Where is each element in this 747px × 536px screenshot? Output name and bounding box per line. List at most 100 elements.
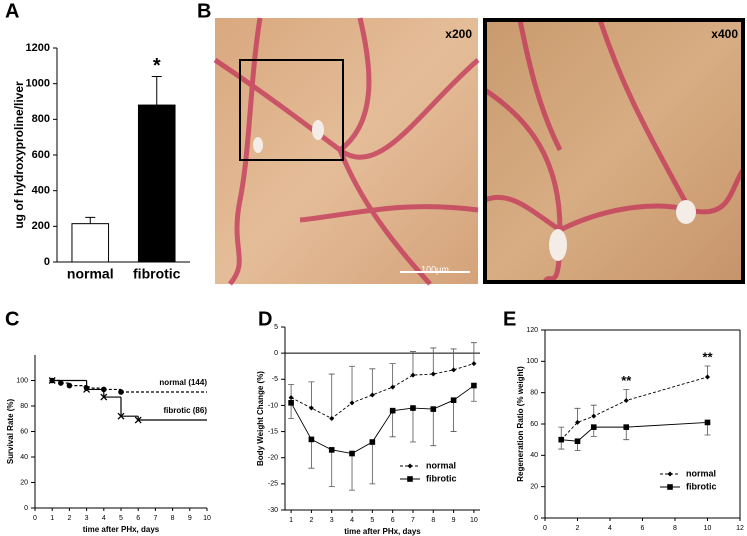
marker — [390, 384, 396, 390]
y-axis-title: Regeneration Ratio (% weight) — [516, 366, 525, 482]
series-line — [560, 376, 708, 440]
x-tick-label: 5 — [370, 517, 374, 524]
x-tick-label: 9 — [188, 515, 192, 522]
marker — [591, 413, 597, 419]
error-bar — [349, 365, 356, 403]
error-bar — [308, 439, 315, 469]
x-tick-label: 2 — [576, 525, 580, 532]
series-label: normal (144) — [159, 378, 207, 387]
marker — [329, 416, 335, 421]
error-bar — [409, 351, 416, 376]
x-tick-label: 5 — [119, 515, 123, 522]
y-tick-label: -30 — [268, 507, 278, 514]
x-tick-label: 4 — [350, 517, 354, 524]
y-axis-title: Body Weight Change (%) — [256, 371, 265, 466]
marker — [369, 392, 375, 398]
x-tick-label: 7 — [411, 517, 415, 524]
y-tick-label: -5 — [272, 376, 278, 383]
error-bar — [470, 342, 477, 364]
y-tick-label: 0 — [534, 515, 538, 522]
marker — [471, 382, 477, 389]
x-tick-label: 10 — [704, 525, 712, 532]
y-axis-title: Survival Rate (%) — [6, 398, 15, 464]
marker — [328, 447, 335, 453]
marker — [407, 476, 413, 482]
x-tick-label: 4 — [102, 515, 106, 522]
x-tick-label: 1 — [289, 517, 293, 524]
y-tick-label: 5 — [274, 324, 278, 331]
error-bar — [349, 453, 356, 491]
magnification: x200 — [445, 27, 472, 41]
marker — [623, 398, 629, 403]
error-bar — [430, 347, 437, 375]
panel-label: B — [197, 0, 211, 22]
marker — [100, 393, 108, 401]
y-tick-label: -10 — [268, 402, 278, 409]
y-tick-label: 100 — [526, 358, 538, 365]
error-bar — [369, 442, 376, 485]
error-bar — [85, 216, 96, 224]
error-bar — [389, 363, 396, 388]
x-tick-label: 3 — [330, 517, 334, 524]
marker — [430, 406, 437, 412]
marker — [558, 436, 565, 443]
legend-label: fibrotic — [426, 473, 457, 483]
x-tick-label: 8 — [673, 525, 677, 532]
marker — [407, 463, 413, 469]
marker — [288, 400, 294, 406]
y-tick-label: 100 — [16, 377, 28, 384]
error-bar — [151, 76, 162, 106]
histology-images — [213, 17, 746, 286]
significance: * — [153, 55, 161, 77]
x-tick-label: 9 — [452, 517, 456, 524]
marker — [369, 439, 376, 445]
marker — [667, 484, 673, 490]
y-tick-label: -20 — [268, 455, 278, 462]
y-tick-label: 80 — [530, 390, 538, 397]
error-bar — [369, 368, 376, 395]
y-tick-label: 800 — [32, 113, 50, 125]
y-tick-label: 1200 — [26, 42, 50, 54]
x-tick-label: fibrotic — [133, 266, 181, 282]
error-bar — [450, 400, 457, 432]
x-tick-label: 2 — [309, 517, 313, 524]
marker — [83, 385, 91, 393]
marker — [450, 397, 457, 403]
error-bar — [308, 381, 315, 409]
marker — [308, 436, 315, 443]
x-tick-label: 12 — [736, 525, 744, 532]
marker — [590, 424, 597, 430]
significance: ** — [621, 373, 632, 388]
panel-label: C — [5, 308, 19, 330]
series-line — [561, 421, 708, 442]
significance: ** — [702, 349, 713, 364]
x-axis-title: time after PHx, days — [83, 525, 160, 534]
x-tick-label: 10 — [470, 517, 478, 524]
bar — [137, 104, 176, 263]
x-tick-label: 0 — [33, 515, 37, 522]
error-bar — [328, 449, 335, 487]
x-tick-label: normal — [67, 266, 114, 282]
error-bar — [389, 410, 396, 438]
y-tick-label: -25 — [268, 481, 278, 488]
marker — [471, 361, 477, 367]
y-tick-label: 400 — [32, 185, 50, 197]
y-tick-label: 0 — [24, 505, 28, 512]
x-axis-title: time after PHx, days — [344, 527, 421, 536]
legend-label: fibrotic — [686, 481, 717, 491]
bar — [71, 223, 110, 263]
marker — [349, 450, 355, 457]
y-tick-label: 60 — [530, 421, 538, 428]
marker — [118, 389, 124, 395]
y-tick-label: 120 — [526, 327, 538, 334]
panel-label: D — [258, 308, 272, 330]
legend-label: normal — [426, 460, 456, 470]
y-tick-label: 20 — [530, 484, 538, 491]
marker — [288, 395, 294, 401]
panel-label: A — [5, 0, 19, 22]
magnification: x400 — [711, 27, 738, 41]
marker — [58, 380, 64, 386]
x-tick-label: 1 — [50, 515, 54, 522]
y-tick-label: -15 — [268, 428, 278, 435]
